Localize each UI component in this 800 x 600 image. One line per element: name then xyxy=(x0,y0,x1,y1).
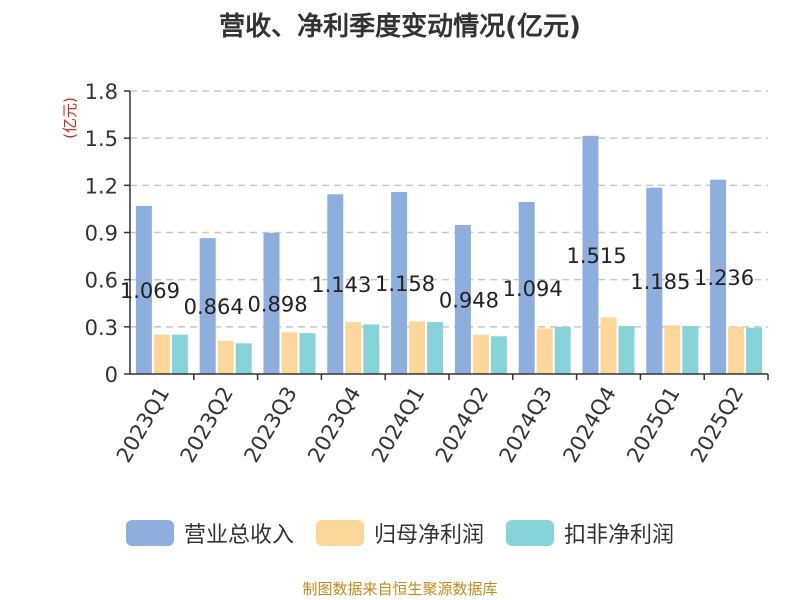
data-label: 1.158 xyxy=(375,272,435,296)
legend-label: 营业总收入 xyxy=(183,523,294,548)
bar-0-2024Q1 xyxy=(391,191,408,374)
bar-1-2023Q2 xyxy=(217,340,234,374)
legend-swatch xyxy=(506,520,554,546)
x-tick-label: 2024Q2 xyxy=(431,383,493,467)
bars xyxy=(135,135,763,374)
bar-1-2024Q4 xyxy=(600,317,617,374)
legend-item[interactable]: 扣非净利润 xyxy=(506,517,674,549)
bar-2-2023Q1 xyxy=(171,334,188,374)
x-tick-label: 2023Q3 xyxy=(239,383,301,467)
legend-label: 扣非净利润 xyxy=(564,523,675,548)
bar-2-2025Q1 xyxy=(682,326,699,374)
y-tick-label: 0.3 xyxy=(85,316,118,340)
source-note: 制图数据来自恒生聚源数据库 xyxy=(302,580,498,598)
chart-title: 营收、净利季度变动情况(亿元) xyxy=(219,12,581,42)
x-tick-label: 2023Q1 xyxy=(112,383,174,467)
data-label: 1.094 xyxy=(503,277,563,301)
x-tick-label: 2023Q4 xyxy=(303,383,365,467)
bar-0-2023Q2 xyxy=(199,238,216,374)
x-tick-label: 2025Q1 xyxy=(622,383,684,467)
legend-swatch xyxy=(125,520,174,546)
y-axis-label: (亿元) xyxy=(61,97,79,139)
bar-1-2025Q2 xyxy=(728,326,745,374)
data-label: 0.898 xyxy=(247,292,307,316)
legend-item[interactable]: 营业总收入 xyxy=(125,517,294,549)
bar-0-2024Q2 xyxy=(454,224,471,374)
bar-2-2023Q2 xyxy=(235,343,252,374)
y-tick-label: 1.8 xyxy=(85,80,118,104)
bar-2-2024Q2 xyxy=(490,336,507,374)
legend-swatch xyxy=(315,520,364,546)
bar-2-2025Q2 xyxy=(746,327,763,374)
bar-1-2024Q2 xyxy=(472,334,489,374)
bar-1-2023Q3 xyxy=(281,332,298,374)
data-label: 1.143 xyxy=(311,273,371,297)
bar-1-2024Q1 xyxy=(409,321,426,374)
data-label: 1.069 xyxy=(120,279,180,303)
data-label: 1.236 xyxy=(694,266,754,290)
legend: 营业总收入 归母净利润 扣非净利润 xyxy=(0,517,800,549)
y-tick-label: 1.5 xyxy=(85,127,118,151)
x-tick-label: 2023Q2 xyxy=(176,383,238,467)
bar-2-2024Q1 xyxy=(427,322,444,374)
y-tick-label: 1.2 xyxy=(85,174,118,198)
legend-item[interactable]: 归母净利润 xyxy=(315,517,484,549)
legend-label: 归母净利润 xyxy=(373,523,484,548)
x-tick-label: 2024Q1 xyxy=(367,383,429,467)
x-tick-label: 2025Q2 xyxy=(686,383,748,467)
bar-2-2024Q4 xyxy=(618,326,635,374)
bar-1-2024Q3 xyxy=(536,328,553,374)
bar-0-2025Q2 xyxy=(710,179,727,374)
data-label: 0.948 xyxy=(439,288,499,312)
y-tick-label: 0.9 xyxy=(85,222,118,246)
bar-0-2024Q3 xyxy=(518,201,535,374)
y-tick-label: 0 xyxy=(105,363,118,387)
bar-0-2024Q4 xyxy=(582,135,599,374)
bar-0-2023Q3 xyxy=(263,232,280,374)
y-tick-label: 0.6 xyxy=(85,269,118,293)
bar-2-2024Q3 xyxy=(554,326,571,374)
x-tick-label: 2024Q4 xyxy=(558,383,620,467)
bar-0-2023Q4 xyxy=(327,194,344,374)
bar-0-2023Q1 xyxy=(135,205,152,374)
data-label: 1.515 xyxy=(566,244,626,268)
bar-0-2025Q1 xyxy=(646,187,663,374)
bar-1-2023Q1 xyxy=(153,334,170,374)
x-tick-label: 2024Q3 xyxy=(495,383,557,467)
bar-2-2023Q4 xyxy=(363,324,380,374)
bar-1-2023Q4 xyxy=(345,322,362,374)
data-label: 1.185 xyxy=(630,270,690,294)
bar-2-2023Q3 xyxy=(299,333,316,374)
data-label: 0.864 xyxy=(184,295,244,319)
bar-1-2025Q1 xyxy=(664,325,681,374)
